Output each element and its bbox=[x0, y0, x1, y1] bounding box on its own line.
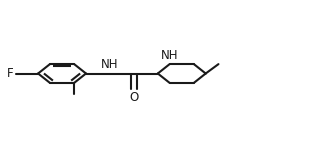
Text: O: O bbox=[129, 91, 138, 104]
Text: NH: NH bbox=[101, 58, 119, 71]
Text: F: F bbox=[7, 67, 14, 80]
Text: NH: NH bbox=[161, 49, 178, 62]
